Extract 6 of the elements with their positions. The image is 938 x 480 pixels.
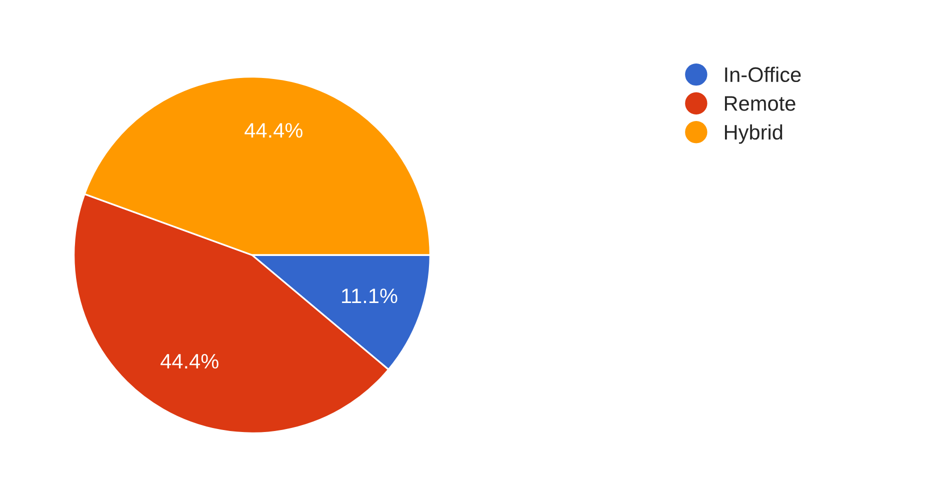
- data-label: 44.4%: [160, 354, 218, 369]
- legend-label: Hybrid: [724, 124, 782, 144]
- data-label: 11.1%: [342, 288, 398, 304]
- legend-label: Remote: [724, 96, 796, 111]
- legend-label: In-Office: [725, 66, 801, 82]
- data-label: 44.4%: [244, 123, 302, 138]
